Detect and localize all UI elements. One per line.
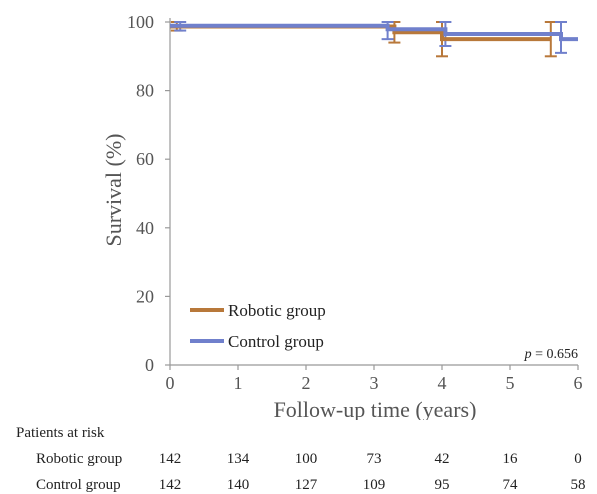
risk-cell: 0 <box>574 451 582 467</box>
x-tick-label: 5 <box>506 373 515 393</box>
p-value-annotation: p = 0.656 <box>524 347 578 362</box>
p-value-symbol: p <box>524 347 532 362</box>
x-tick-label: 1 <box>234 373 243 393</box>
risk-row-label: Robotic group <box>36 451 123 467</box>
legend: Robotic group Control group <box>190 301 326 351</box>
x-tick-label: 3 <box>370 373 379 393</box>
x-tick-label: 0 <box>166 373 175 393</box>
risk-table-title: Patients at risk <box>16 425 105 441</box>
y-tick-label: 60 <box>136 149 154 169</box>
y-tick-label: 100 <box>127 12 154 32</box>
x-axis-label: Follow-up time (years) <box>274 397 477 420</box>
y-axis: 0 20 40 60 80 100 <box>127 12 171 375</box>
risk-cell: 42 <box>434 451 450 467</box>
risk-cell: 74 <box>502 477 518 493</box>
risk-cell: 142 <box>158 477 182 493</box>
risk-cell: 140 <box>226 477 250 493</box>
risk-cell: 109 <box>362 477 386 493</box>
risk-cell: 100 <box>294 451 318 467</box>
x-axis: 0 1 2 3 4 5 6 <box>166 364 583 393</box>
y-tick-label: 20 <box>136 286 154 306</box>
x-tick-label: 2 <box>302 373 311 393</box>
risk-cell: 73 <box>366 451 382 467</box>
risk-cell: 58 <box>570 477 586 493</box>
risk-cell: 134 <box>226 451 250 467</box>
legend-label: Robotic group <box>228 301 326 320</box>
risk-cell: 16 <box>502 451 518 467</box>
survival-chart: 0 20 40 60 80 100 0 1 2 3 4 5 6 Survival (%) Follow… <box>101 12 583 420</box>
y-axis-label: Survival (%) <box>101 133 126 246</box>
y-tick-label: 80 <box>136 81 154 101</box>
risk-cell: 95 <box>434 477 450 493</box>
x-tick-label: 6 <box>574 373 583 393</box>
series-line <box>170 23 578 42</box>
y-tick-label: 40 <box>136 218 154 238</box>
p-value-text: = 0.656 <box>532 347 578 362</box>
legend-label: Control group <box>228 332 324 351</box>
y-tick-label: 0 <box>145 355 154 375</box>
survival-curves <box>170 23 578 42</box>
x-tick-label: 4 <box>438 373 447 393</box>
risk-row-label: Control group <box>36 477 121 493</box>
risk-cell: 142 <box>158 451 182 467</box>
risk-cell: 127 <box>294 477 318 493</box>
